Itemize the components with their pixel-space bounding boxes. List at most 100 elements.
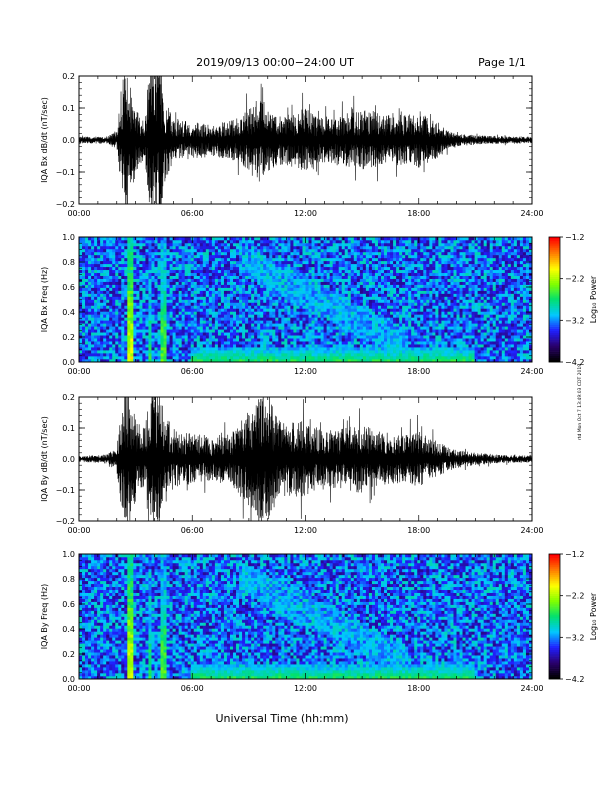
bx-spectrogram-cell [390,302,394,306]
bx-spectrogram-cell [353,263,358,268]
bx-spectrogram-cell [145,329,149,333]
bx-spectrogram-cell [109,314,113,318]
bx-spectrogram-cell [142,299,146,303]
bx-spectrogram-cell [329,332,333,336]
bx-spectrogram-cell [127,329,131,333]
bx-spectrogram-cell [332,278,336,282]
bx-spectrogram-cell [175,272,179,276]
bx-spectrogram-cell [320,278,324,282]
bx-spectrogram-cell [308,341,312,345]
bx-spectrogram-cell [214,269,219,274]
bx-spectrogram-cell [242,263,246,268]
bx-spectrogram-cell [371,284,376,288]
bx-spectrogram-cell [299,242,303,247]
bx-spectrogram-cell [393,237,397,241]
bx-spectrogram-cell [217,287,222,291]
bx-spectrogram-cell [196,305,201,309]
bx-spectrogram-cell [154,314,158,318]
bx-spectrogram-cell [299,275,303,279]
bx-spectrogram-cell [266,281,270,285]
bx-spectrogram-cell [387,359,391,362]
bx-spectrogram-cell [148,338,152,342]
bx-spectrogram-cell [175,299,179,303]
bx-spectrogram-cell [311,290,315,294]
bx-spectrogram-cell [356,314,361,318]
bx-spectrogram-cell [353,329,358,333]
bx-spectrogram-cell [109,353,113,357]
bx-spectrogram-cell [411,275,415,279]
bx-spectrogram-cell [314,326,318,330]
bx-spectrogram-cell [118,260,122,265]
bx-spectrogram-cell [103,347,107,351]
bx-spectrogram-cell [133,305,137,309]
bx-spectrogram-cell [296,359,300,362]
bx-spectrogram-cell [347,350,352,354]
bx-spectrogram-cell [302,245,306,250]
bx-spectrogram-cell [133,254,137,259]
bx-spectrogram-cell [411,284,415,288]
bx-spectrogram-cell [136,326,140,330]
bx-spectrogram-cell [377,293,382,297]
bx-spectrogram-cell [278,296,282,300]
bx-spectrogram-cell [157,269,161,274]
bx-spectrogram-cell [82,237,86,241]
bx-spectrogram-cell [368,299,373,303]
bx-spectrogram-cell [257,314,261,318]
bx-spectrogram-cell [112,329,116,333]
bx-spectrogram-cell [115,293,119,297]
bx-spectrogram-cell [353,302,358,306]
bx-spectrogram-cell [260,359,264,362]
bx-spectrogram-cell [187,320,192,324]
bx-spectrogram-cell [136,248,140,253]
bx-spectrogram-cell [139,237,143,241]
bx-spectrogram-cell [217,284,222,288]
bx-spectrogram-cell [329,239,333,244]
bx-spectrogram-cell [223,266,228,271]
bx-spectrogram-cell [100,344,104,348]
bx-spectrogram-cell [311,242,315,247]
bx-spectrogram-cell [332,296,336,300]
bx-spectrogram-cell [103,335,107,339]
bx-spectrogram-cell [278,311,282,315]
bx-spectrogram-cell [88,335,92,339]
bx-spectrogram-cell [193,266,198,271]
bx-spectrogram-cell [417,296,421,300]
bx-spectrogram-cell [347,314,352,318]
bx-spectrogram-cell [193,332,198,336]
bx-spectrogram-cell [136,239,140,244]
bx-spectrogram-cell [396,287,400,291]
bx-spectrogram-cell [85,338,89,342]
bx-spectrogram-cell [187,278,192,282]
bx-spectrogram-cell [236,251,240,256]
bx-spectrogram-cell [335,308,340,312]
bx-spectrogram-cell [94,356,98,360]
bx-spectrogram-cell [242,293,246,297]
bx-spectrogram-cell [214,293,219,297]
bx-spectrogram-cell [106,341,110,345]
bx-spectrogram-cell [290,269,294,274]
bx-spectrogram-cell [85,263,89,268]
bx-spectrogram-cell [305,329,309,333]
bx-derivative-panel: −0.2−0.10.00.10.200:00 06:00 12:00 18:00 24:… [40,72,544,218]
bx-spectrogram-cell [205,338,210,342]
bx-spectrogram-cell [326,296,330,300]
bx-spectrogram-cell [311,326,315,330]
bx-spectrogram-cell [365,341,370,345]
bx-spectrogram-cell [368,266,373,271]
bx-spectrogram-cell [139,317,143,321]
bx-spectrogram-cell [329,251,333,256]
bx-spectrogram-cell [148,317,152,321]
bx-spectrogram-cell [371,305,376,309]
bx-spectrogram-cell [184,242,189,247]
bx-spectrogram-cell [332,344,336,348]
bx-spectrogram-cell [100,347,104,351]
bx-spectrogram-cell [97,275,101,279]
bx-spectrogram-cell [411,251,415,256]
bx-spectrogram-cell [281,272,285,276]
bx-spectrogram-cell [97,239,101,244]
bx-spectrogram-cell [196,242,201,247]
bx-spectrogram-cell [393,299,397,303]
bx-spectrogram-cell [278,248,282,253]
bx-spectrogram-cell [217,311,222,315]
bx-spectrogram-cell [381,293,385,297]
